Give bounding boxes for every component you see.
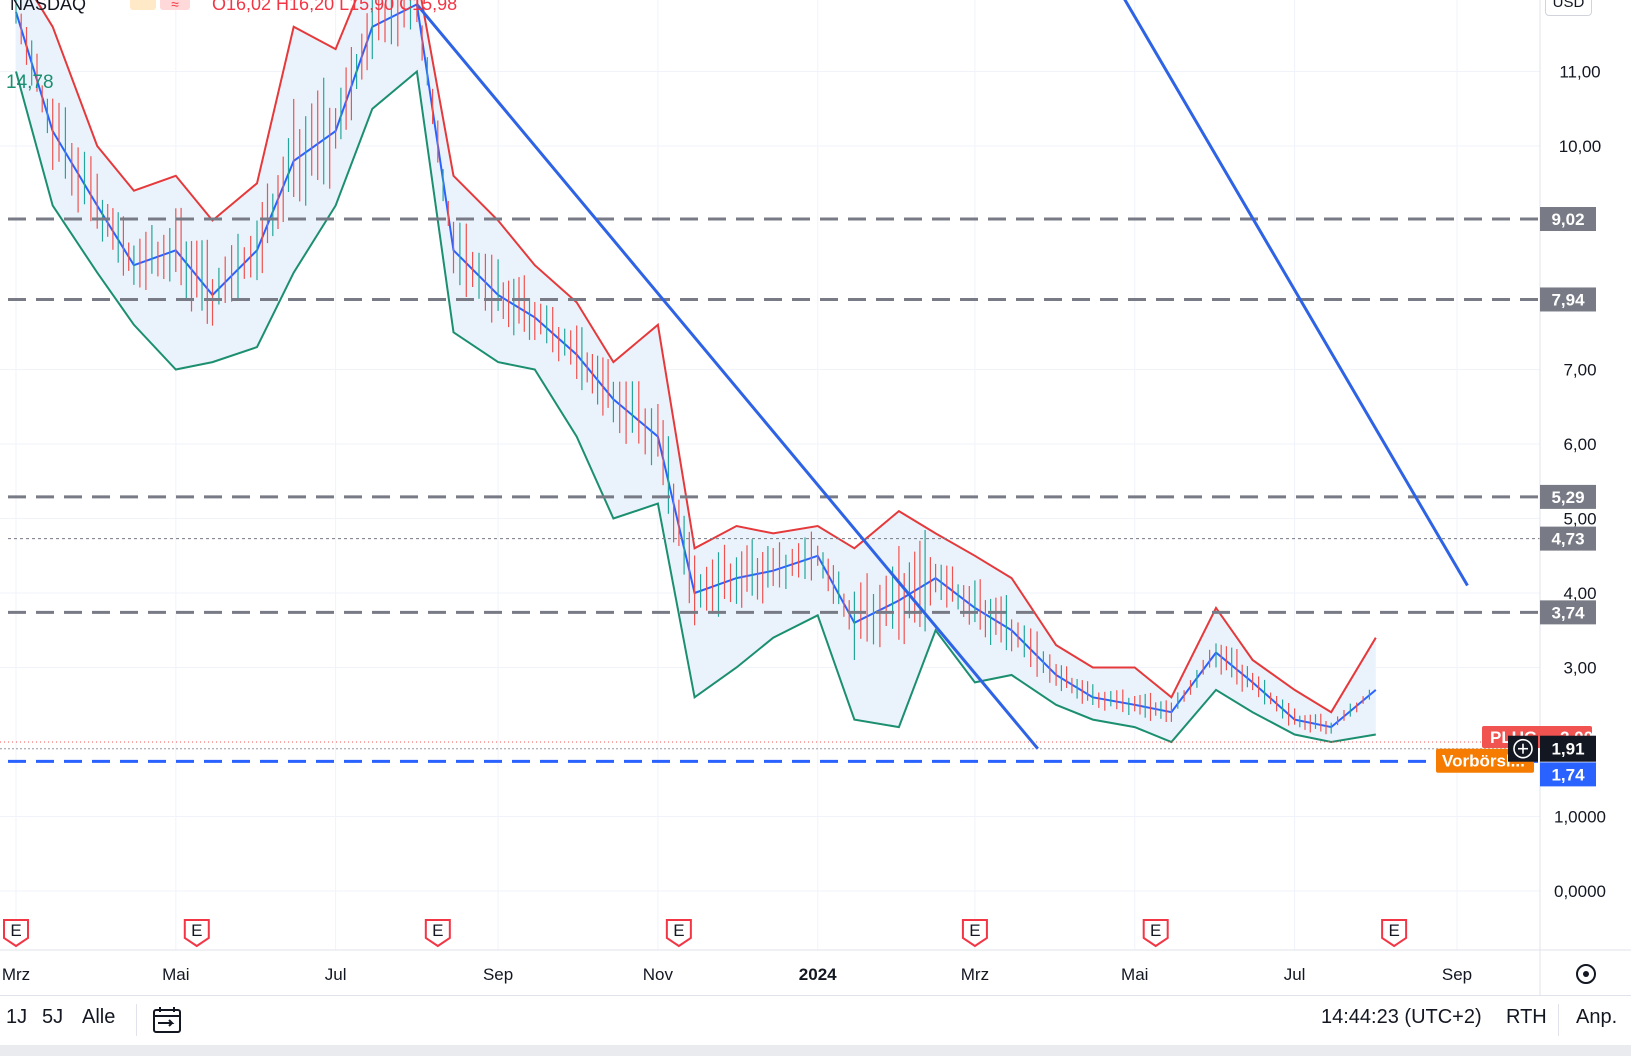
- range-1y-button[interactable]: 1J: [6, 1006, 28, 1028]
- bottom-toolbar: 1J 5J Alle 14:44:23 (UTC+2) RTH Anp.: [0, 995, 1631, 1046]
- adjust-button[interactable]: Anp.: [1576, 1006, 1618, 1028]
- range-5y-button[interactable]: 5J: [42, 1006, 64, 1028]
- level-tag-label: 7,94: [1551, 290, 1585, 309]
- current-price-label: 1,91: [1551, 740, 1584, 759]
- bottom-strip: [0, 1045, 1631, 1056]
- earnings-label: E: [1150, 921, 1161, 940]
- session-button[interactable]: RTH: [1506, 1006, 1547, 1028]
- earnings-badge: [1142, 919, 1169, 948]
- time-tick-label: Mrz: [961, 965, 989, 984]
- time-tick-label: Sep: [483, 965, 513, 984]
- earnings-badge: [961, 919, 988, 948]
- exchange-label: NASDAQ: [10, 0, 87, 14]
- lower-band-line: [15, 69, 1376, 744]
- time-tick-label: Mrz: [2, 965, 30, 984]
- level-tag-label: 3,74: [1551, 603, 1585, 622]
- horizontal-levels[interactable]: [0, 217, 1540, 763]
- time-tick-label: 2024: [799, 965, 837, 984]
- price-tick-label: 1,0000: [1554, 808, 1606, 827]
- earnings-marker: E: [424, 919, 451, 948]
- price-chart[interactable]: 11,00 10,00 7,00 6,00 5,00 4,00 3,00 1,0000 0,00…: [0, 0, 1631, 995]
- earnings-label: E: [191, 921, 202, 940]
- earnings-label: E: [1388, 921, 1399, 940]
- upper-band-line: [35, 0, 1377, 714]
- time-axis[interactable]: Mrz Mai Jul Sep Nov 2024 Mrz Mai Jul Sep: [2, 965, 1472, 984]
- earnings-badge: [665, 919, 692, 948]
- support-tag-label: 1,74: [1551, 765, 1585, 784]
- price-tick-label: 10,00: [1559, 137, 1602, 156]
- price-tags: 9,027,945,294,733,74PLUG2,00Vorbörsl...1…: [1436, 207, 1596, 787]
- trendlines[interactable]: [415, 0, 1469, 750]
- alert-icon: ≈: [160, 0, 190, 12]
- trendline[interactable]: [1067, 0, 1469, 587]
- level-tag: [1540, 484, 1596, 509]
- price-tick-label: 7,00: [1563, 361, 1596, 380]
- plus-circle-icon: [1513, 738, 1533, 759]
- price-bars: [15, 0, 1371, 735]
- price-tick-label: 6,00: [1563, 435, 1596, 454]
- price-tick-label: 4,00: [1563, 584, 1596, 603]
- bollinger-bands: [15, 0, 1377, 744]
- price-tick-label: 5,00: [1563, 510, 1596, 529]
- settings-icon[interactable]: [1576, 964, 1596, 984]
- time-tick-label: Mai: [162, 965, 189, 984]
- earnings-marker: E: [1381, 919, 1408, 948]
- earnings-marker: E: [183, 919, 210, 948]
- support-tag: [1540, 762, 1596, 787]
- ohlc-values: O16,02 H16,20 L15,90 C15,98: [212, 0, 458, 14]
- level-tag: [1540, 600, 1596, 625]
- price-tick-label: 11,00: [1559, 63, 1600, 82]
- level-tag-label: 4,73: [1551, 530, 1584, 549]
- time-tick-label: Mai: [1121, 965, 1148, 984]
- earnings-label: E: [673, 921, 684, 940]
- price-axis[interactable]: 11,00 10,00 7,00 6,00 5,00 4,00 3,00 1,0000 0,00…: [1554, 63, 1606, 902]
- time-tick-label: Nov: [643, 965, 674, 984]
- toolbar-divider: [1558, 1004, 1559, 1036]
- earnings-marker: E: [1142, 919, 1169, 948]
- level-tag: [1540, 287, 1596, 312]
- earnings-marker: E: [3, 919, 29, 948]
- toolbar-divider: [136, 1004, 137, 1036]
- range-all-button[interactable]: Alle: [82, 1006, 116, 1028]
- band-fill: [16, 0, 1376, 742]
- premarket-tag-label: Vorbörsl...: [1442, 752, 1525, 771]
- grid-lines: [0, 0, 1540, 950]
- level-tag: [1540, 207, 1596, 232]
- flag-icon: [130, 0, 156, 10]
- level-tag-label: 5,29: [1551, 488, 1584, 507]
- date-range-icon[interactable]: [152, 1006, 182, 1039]
- earnings-badge: [3, 919, 29, 948]
- clock-time[interactable]: 14:44:23 (UTC+2): [1321, 1006, 1482, 1028]
- time-tick-label: Sep: [1442, 965, 1472, 984]
- level-tag: [1540, 526, 1596, 551]
- currency-selector[interactable]: USD: [1545, 0, 1592, 16]
- earnings-label: E: [10, 921, 21, 940]
- earnings-marker: E: [961, 919, 988, 948]
- earnings-badge: [183, 919, 210, 948]
- time-tick-label: Jul: [1284, 965, 1306, 984]
- earnings-badge: [1381, 919, 1408, 948]
- trendline[interactable]: [415, 3, 1039, 750]
- level-tag-label: 9,02: [1551, 210, 1584, 229]
- earnings-marker: E: [665, 919, 692, 948]
- current-price-tag: [1540, 735, 1596, 762]
- earnings-label: E: [432, 921, 443, 940]
- price-tick-label: 0,0000: [1554, 882, 1606, 901]
- earnings-label: E: [969, 921, 980, 940]
- earnings-badge: [424, 919, 451, 948]
- time-tick-label: Jul: [325, 965, 347, 984]
- price-tick-label: 3,00: [1563, 659, 1596, 678]
- indicator-value: 14,78: [6, 72, 54, 93]
